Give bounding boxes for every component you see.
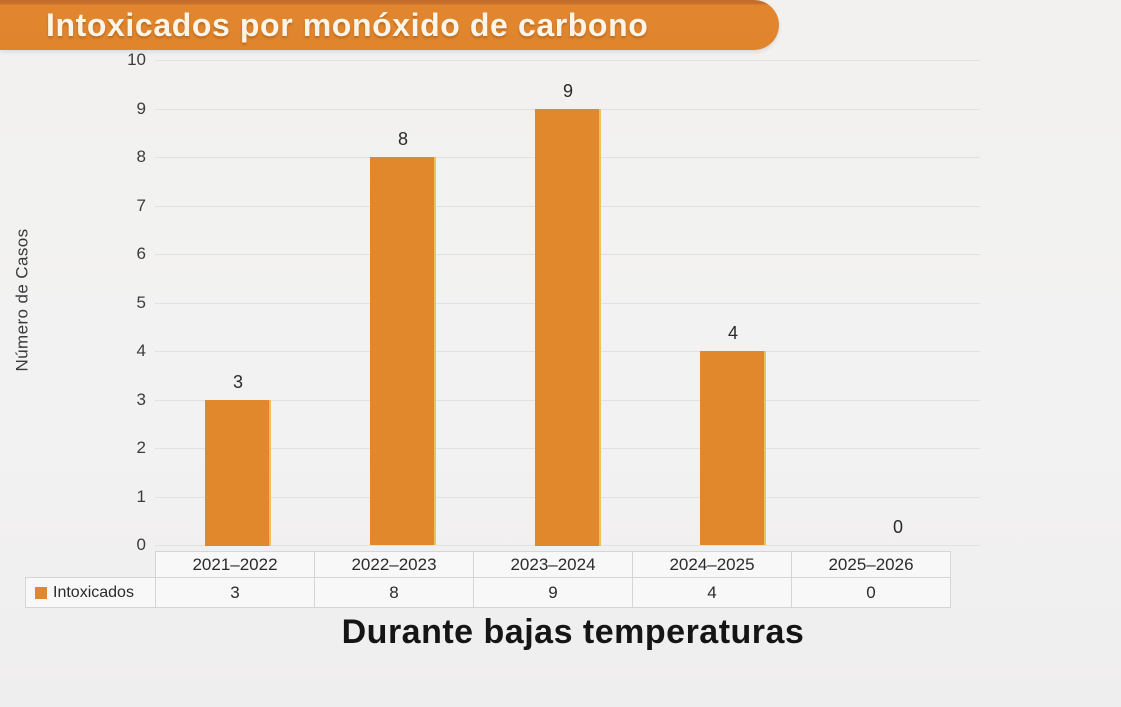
bar-2021–2022 — [205, 400, 271, 546]
x-axis-label-cell: 2023–2024 — [473, 551, 633, 578]
table-value-cell: 9 — [473, 577, 633, 608]
bar-2022–2023 — [370, 157, 436, 545]
y-tick-label: 0 — [136, 535, 146, 554]
y-tick-label: 1 — [136, 487, 146, 506]
table-value-cell: 4 — [632, 577, 792, 608]
bar-value-label: 9 — [562, 81, 573, 101]
y-tick-label: 8 — [136, 147, 146, 166]
chart-caption: Durante bajas temperaturas — [341, 613, 805, 651]
table-value-cell: 3 — [155, 577, 315, 608]
bar-value-label: 4 — [727, 323, 738, 343]
x-axis-label-cell: 2022–2023 — [314, 551, 474, 578]
chart-title: Intoxicados por monóxido de carbono — [46, 6, 649, 43]
x-axis-label-cell: 2024–2025 — [632, 551, 792, 578]
y-tick-label: 4 — [136, 341, 146, 360]
legend-swatch-icon — [35, 586, 47, 599]
bar-2024–2025 — [700, 351, 766, 545]
bar-value-label: 0 — [892, 517, 903, 537]
table-value-cell: 0 — [791, 577, 951, 608]
y-tick-label: 2 — [136, 438, 146, 457]
bar-value-label: 8 — [397, 129, 408, 149]
y-tick-label: 6 — [136, 244, 146, 263]
x-axis-label-cell: 2021–2022 — [155, 551, 315, 578]
x-axis-label-row: 2021–2022 2022–2023 2023–2024 2024–2025 2025… — [155, 551, 951, 578]
table-value-cell: 8 — [314, 577, 474, 608]
bar-value-label: 3 — [232, 372, 243, 392]
y-tick-label: 5 — [136, 293, 146, 312]
legend-label: Intoxicados — [53, 583, 134, 601]
data-table-row: Intoxicados 3 8 9 4 0 — [25, 577, 951, 608]
y-tick-label: 3 — [136, 390, 146, 409]
chart-title-banner: Intoxicados por monóxido de carbono — [0, 0, 779, 50]
gridline — [155, 60, 980, 61]
x-axis-label-cell: 2025–2026 — [791, 551, 951, 578]
bar-2023–2024 — [535, 109, 601, 546]
y-tick-label: 10 — [127, 50, 146, 69]
legend-cell: Intoxicados — [25, 577, 156, 608]
y-tick-label: 9 — [136, 99, 146, 118]
y-tick-label: 7 — [136, 196, 146, 215]
